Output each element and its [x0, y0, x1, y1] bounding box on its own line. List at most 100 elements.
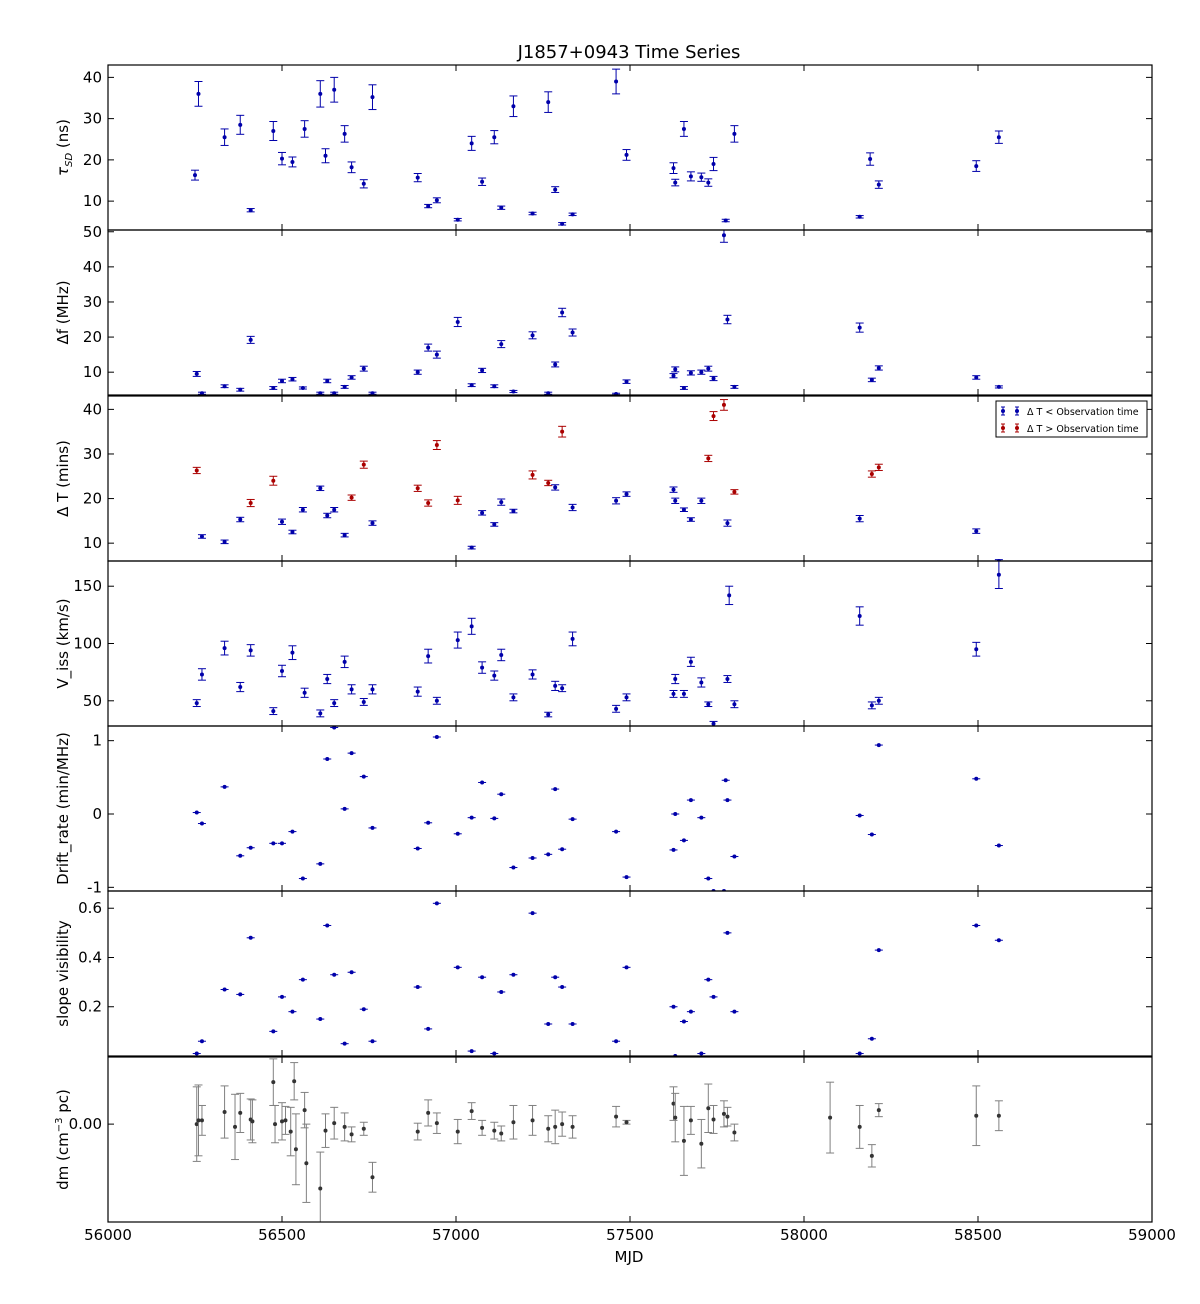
- data-point: [679, 121, 688, 137]
- data-marker: [238, 122, 243, 127]
- data-point: [197, 1039, 206, 1044]
- data-point: [509, 972, 518, 977]
- data-marker: [480, 510, 485, 515]
- data-series: [192, 901, 1003, 1056]
- data-marker: [511, 1120, 516, 1125]
- data-point: [528, 669, 537, 680]
- data-marker: [370, 521, 375, 526]
- data-marker: [434, 1121, 439, 1126]
- data-marker: [480, 975, 485, 980]
- data-point: [686, 1105, 695, 1135]
- y-axis-label: Δ T (mins): [54, 440, 72, 517]
- data-point: [528, 911, 537, 916]
- data-marker: [553, 1124, 558, 1129]
- data-marker: [342, 1124, 347, 1129]
- data-point: [671, 673, 680, 685]
- data-point: [432, 440, 441, 451]
- data-marker: [426, 501, 431, 506]
- data-point: [300, 687, 309, 698]
- data-point: [612, 704, 621, 713]
- data-marker: [725, 317, 730, 322]
- data-point: [424, 343, 433, 352]
- data-point: [290, 1062, 299, 1101]
- data-point: [568, 1115, 577, 1139]
- data-marker: [273, 1122, 278, 1127]
- data-point: [704, 876, 713, 881]
- data-marker: [193, 173, 197, 178]
- data-marker: [292, 1079, 297, 1084]
- data-point: [194, 1084, 203, 1157]
- data-marker: [332, 701, 337, 706]
- data-point: [612, 1105, 621, 1128]
- data-marker: [624, 152, 629, 157]
- data-point: [413, 369, 422, 375]
- data-marker: [318, 861, 323, 866]
- data-marker: [499, 1131, 504, 1136]
- data-marker: [325, 923, 330, 928]
- data-marker: [248, 501, 253, 506]
- data-point: [359, 1007, 368, 1012]
- data-marker: [869, 832, 874, 837]
- data-point: [686, 1009, 695, 1014]
- data-point: [236, 992, 245, 997]
- data-marker: [706, 1106, 711, 1111]
- data-point: [269, 385, 278, 390]
- data-marker: [415, 486, 420, 491]
- data-marker: [300, 385, 305, 390]
- data-marker: [271, 129, 276, 133]
- data-point: [467, 617, 476, 635]
- data-marker: [553, 362, 558, 367]
- data-point: [368, 391, 377, 395]
- data-point: [972, 375, 981, 380]
- data-point: [359, 698, 368, 706]
- data-point: [568, 212, 577, 217]
- data-marker: [688, 517, 693, 522]
- data-point: [278, 1102, 286, 1141]
- data-marker: [530, 211, 535, 216]
- data-marker: [323, 153, 328, 158]
- data-marker: [469, 545, 474, 550]
- data-point: [220, 987, 229, 992]
- data-point: [432, 696, 441, 705]
- data-point: [413, 484, 422, 492]
- data-marker: [681, 507, 686, 512]
- data-marker: [546, 852, 551, 857]
- panel-3: 10 20 30 40 Δ T (mins) Δ T < Observation time…: [54, 395, 1153, 562]
- data-marker: [271, 478, 276, 483]
- data-marker: [318, 391, 323, 395]
- data-marker: [688, 174, 693, 179]
- data-point: [568, 631, 577, 647]
- data-marker: [415, 370, 420, 375]
- data-marker: [455, 217, 460, 222]
- y-tick-label: 0.2: [78, 998, 102, 1016]
- data-marker: [876, 698, 881, 703]
- data-marker: [318, 486, 323, 491]
- data-marker: [469, 624, 474, 629]
- data-marker: [869, 377, 874, 382]
- data-point: [220, 1085, 229, 1139]
- data-marker: [530, 1118, 535, 1123]
- data-marker: [857, 1124, 862, 1129]
- data-point: [551, 787, 560, 792]
- data-marker: [361, 699, 366, 704]
- data-marker: [480, 780, 485, 785]
- data-marker: [233, 1124, 238, 1129]
- data-point: [490, 1051, 499, 1056]
- data-point: [359, 1121, 368, 1136]
- data-point: [478, 367, 487, 374]
- data-marker: [304, 1161, 309, 1166]
- data-marker: [857, 813, 862, 818]
- x-axis: 56000 56500 57000 57500 58000 58500 59000: [84, 1226, 1176, 1244]
- data-point: [432, 350, 441, 359]
- data-marker: [688, 370, 693, 375]
- data-marker: [857, 516, 862, 521]
- data-marker: [342, 384, 347, 389]
- data-point: [568, 1021, 577, 1026]
- data-point: [874, 463, 883, 471]
- data-marker: [342, 1041, 347, 1046]
- y-tick-label: 40: [83, 258, 102, 276]
- data-point: [679, 1019, 688, 1024]
- data-point: [321, 1113, 330, 1148]
- data-marker: [238, 1110, 243, 1115]
- data-point: [316, 1151, 325, 1222]
